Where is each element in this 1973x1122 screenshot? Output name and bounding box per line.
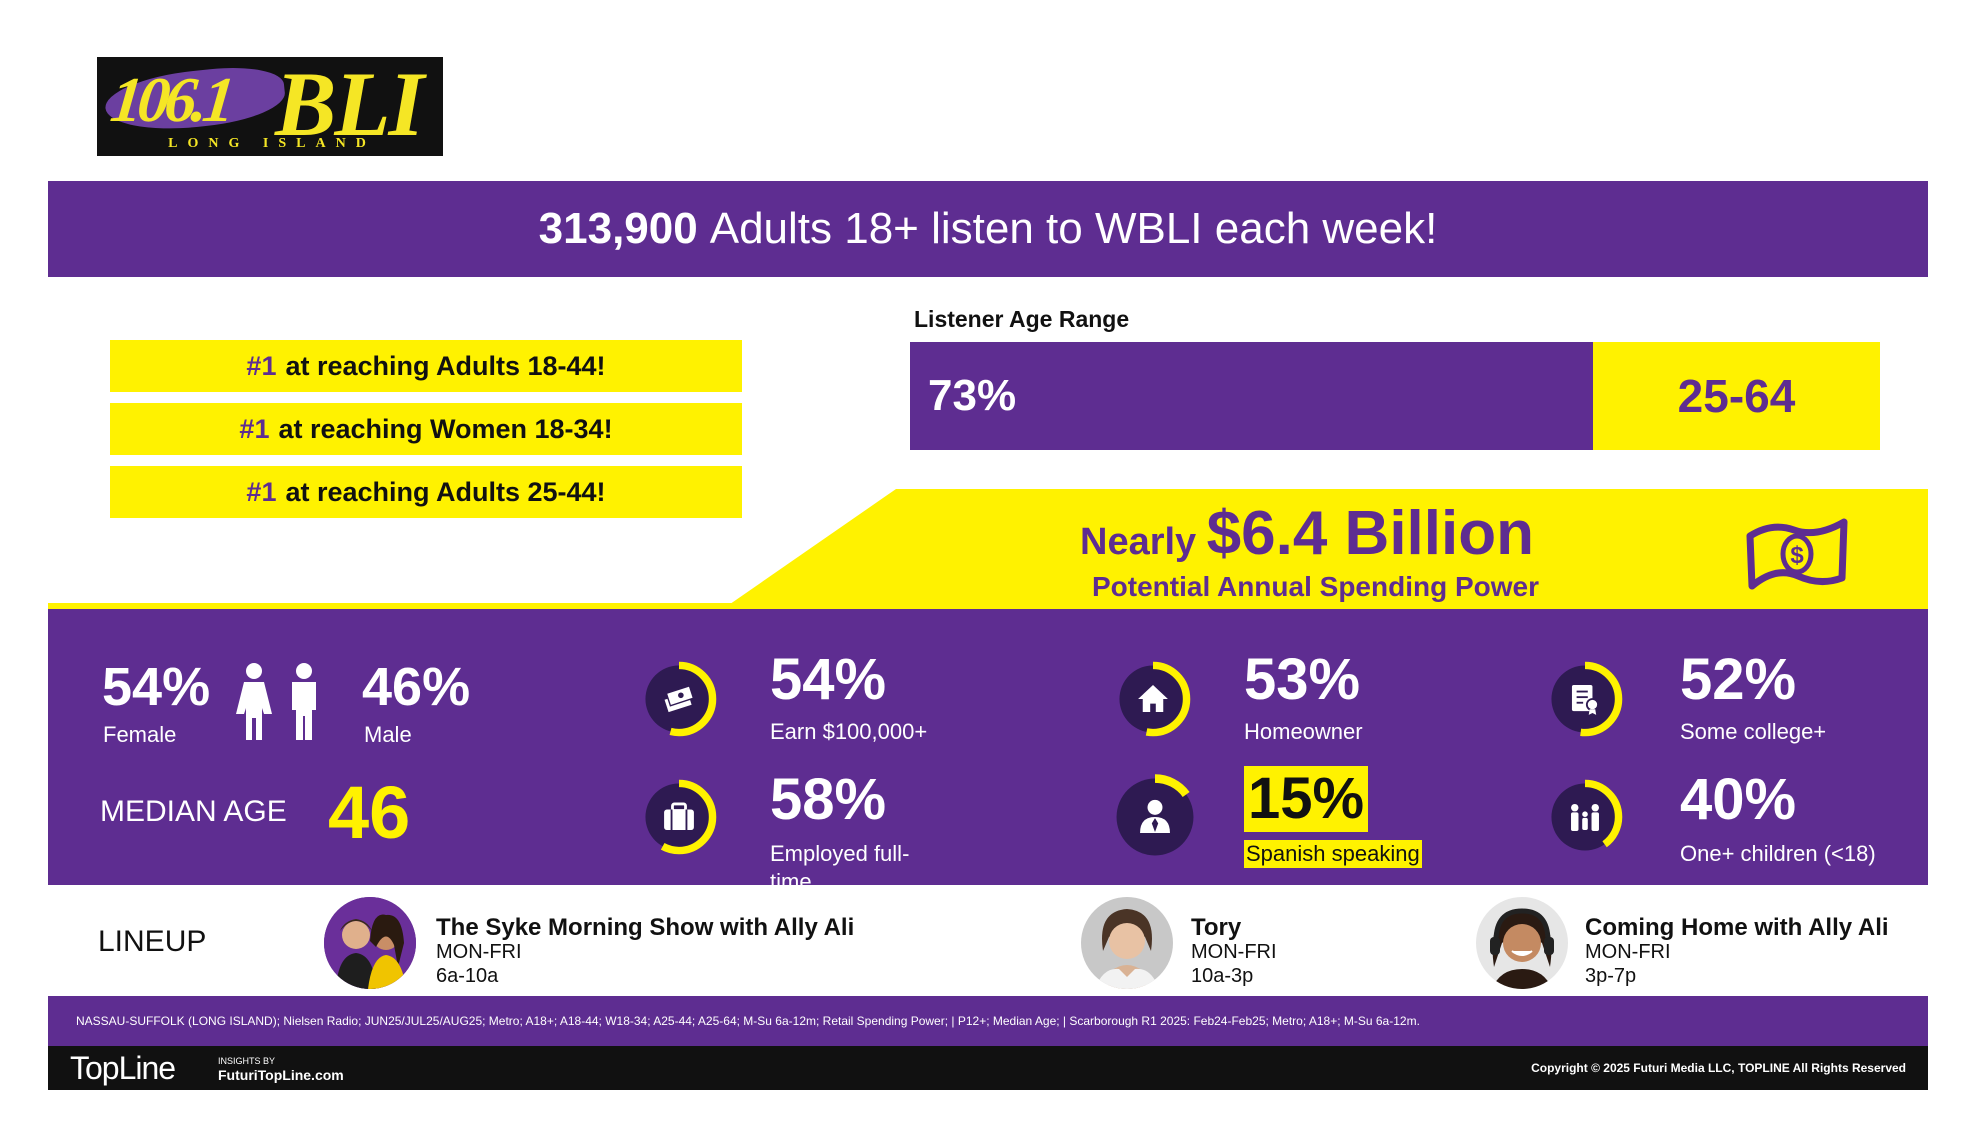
spending-banner: [48, 489, 1928, 611]
svg-text:$: $: [1790, 542, 1804, 569]
ranking-3: #1 at reaching Adults 25-44!: [110, 466, 742, 518]
headline-banner: 313,900 Adults 18+ listen to WBLI each w…: [48, 181, 1928, 277]
source-note: NASSAU-SUFFOLK (LONG ISLAND); Nielsen Ra…: [48, 996, 1928, 1046]
person-icon: [1140, 799, 1170, 834]
show-name: Tory: [1191, 914, 1242, 941]
show-name: Coming Home with Ally Ali: [1585, 914, 1889, 941]
female-label: Female: [103, 722, 177, 747]
stat-label: Employed full-time: [770, 841, 910, 894]
footer-bar: TopLine INSIGHTS BY FuturiTopLine.com Co…: [48, 1046, 1928, 1090]
stat-value: 52%: [1680, 647, 1797, 712]
ranking-hash: #1: [239, 413, 270, 444]
spending-prefix: Nearly: [1080, 521, 1197, 563]
age-range-title: Listener Age Range: [914, 306, 1130, 332]
logo-call-letters: BLI: [275, 57, 424, 155]
male-percent: 46%: [362, 657, 471, 717]
show-days: MON-FRI: [436, 941, 522, 963]
ranking-text: at reaching Adults 18-44!: [285, 350, 606, 381]
ranking-hash: #1: [246, 350, 277, 381]
stat-ring: [1544, 658, 1626, 745]
station-logo: 106.1 BLI LONG ISLAND: [97, 57, 443, 156]
stat-label: Homeowner: [1244, 719, 1363, 744]
money-bill-icon: $: [1746, 518, 1848, 590]
show-avatar-coming-home: [1476, 897, 1568, 989]
median-age-label: MEDIAN AGE: [100, 795, 287, 828]
stat-label: One+ children (<18): [1680, 841, 1876, 866]
show-avatar-tory: [1081, 897, 1173, 989]
male-label: Male: [364, 722, 412, 747]
stat-value: 58%: [770, 767, 887, 832]
stat-ring: [1544, 776, 1626, 863]
stat-ring: [638, 658, 720, 745]
show-time: 10a-3p: [1191, 965, 1254, 987]
logo-subtitle: LONG ISLAND: [168, 136, 376, 151]
insights-by-label: INSIGHTS BY: [218, 1056, 276, 1066]
show-days: MON-FRI: [1191, 941, 1277, 963]
stat-ring: [1112, 658, 1194, 745]
certificate-icon: [1571, 685, 1599, 715]
house-icon: [1138, 685, 1168, 713]
show-avatar-morning: [324, 897, 416, 989]
median-age-value: 46: [328, 771, 411, 854]
spending-headline: Nearly $6.4 Billion: [1080, 498, 1534, 569]
stat-ring: [638, 776, 720, 863]
show-time: 3p-7p: [1585, 965, 1637, 987]
stat-value: 53%: [1244, 647, 1361, 712]
show-name: The Syke Morning Show with Ally Ali: [436, 914, 855, 941]
ranking-text: at reaching Women 18-34!: [278, 413, 613, 444]
age-range-percent: 73%: [928, 371, 1017, 420]
stat-value: 54%: [770, 647, 887, 712]
futuri-site-link[interactable]: FuturiTopLine.com: [218, 1067, 344, 1083]
family-icon: [1571, 803, 1599, 831]
logo-frequency: 106.1: [107, 64, 234, 135]
ranking-1: #1 at reaching Adults 18-44!: [110, 340, 742, 392]
stat-label: Some college+: [1680, 719, 1827, 744]
ranking-2: #1 at reaching Women 18-34!: [110, 403, 742, 455]
stat-label: Earn $100,000+: [770, 719, 928, 744]
spending-subtitle: Potential Annual Spending Power: [1092, 571, 1539, 602]
age-range-bar: 73%: [910, 342, 1618, 450]
ranking-text: at reaching Adults 25-44!: [285, 476, 606, 507]
spending-amount: $6.4 Billion: [1206, 499, 1534, 568]
female-percent: 54%: [102, 657, 211, 717]
lineup-label: LINEUP: [98, 925, 207, 958]
stat-label: Spanish speaking: [1244, 840, 1422, 868]
stat-value: 15%: [1244, 766, 1369, 832]
briefcase-icon: [664, 802, 694, 831]
source-text: NASSAU-SUFFOLK (LONG ISLAND); Nielsen Ra…: [76, 1014, 1420, 1028]
show-days: MON-FRI: [1585, 941, 1671, 963]
headline-text: Adults 18+ listen to WBLI each week!: [709, 204, 1438, 253]
stat-value: 40%: [1680, 767, 1797, 832]
topline-logo: TopLine: [70, 1050, 176, 1086]
stat-ring: [1108, 770, 1202, 869]
ranking-hash: #1: [246, 476, 277, 507]
gender-icon: [236, 663, 316, 740]
money-stack-icon: [664, 684, 695, 713]
headline-number: 313,900: [538, 204, 698, 253]
show-time: 6a-10a: [436, 965, 499, 987]
age-range-value: 25-64: [1593, 342, 1880, 450]
copyright-text: Copyright © 2025 Futuri Media LLC, TOPLI…: [1531, 1061, 1906, 1075]
